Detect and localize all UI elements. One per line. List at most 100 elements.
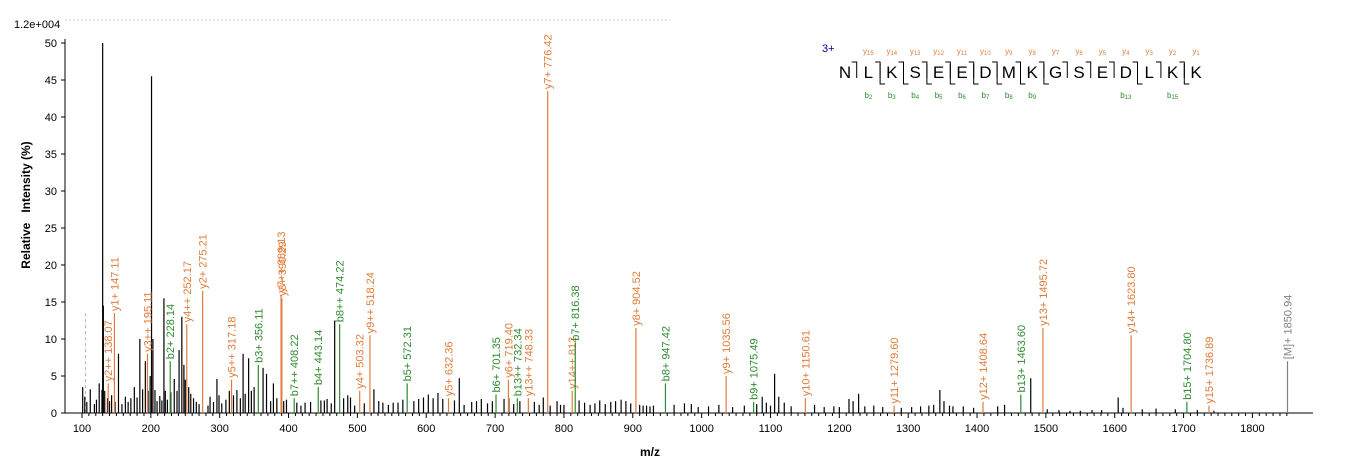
b-cleavage-bracket [1137,64,1143,85]
y-cleavage-bracket [898,61,904,78]
x-tick-label: 1600 [1102,423,1126,435]
peak-label: y8+ 904.52 [631,271,643,326]
y-cleavage-bracket [875,61,881,78]
b-cleavage-bracket [1020,64,1026,85]
y-tick-label: 5 [51,371,57,383]
sequence-residue: L [864,63,873,82]
y-ion-marker: y3 [1146,47,1154,57]
y-ion-marker: y4 [1122,47,1130,57]
b-cleavage-bracket [1043,64,1049,85]
y-cleavage-bracket [1015,61,1021,78]
peak-label: b15+ 1704.80 [1182,332,1194,400]
y-cleavage-bracket [1155,61,1162,78]
sequence-residue: S [1073,63,1084,82]
sequence-residue: N [839,63,851,82]
peak-label: b7+ 816.38 [570,285,582,340]
peak-label: y13+ 1495.72 [1038,259,1050,326]
x-tick-label: 700 [486,423,504,435]
x-tick-label: 800 [555,423,573,435]
peak-label: b2+ 228.14 [165,304,177,359]
y-cleavage-bracket [1038,61,1045,78]
peak-label: b9+ 1075.49 [749,338,761,399]
x-tick-label: 100 [73,423,91,435]
y-ion-marker: y15 [863,47,874,57]
sequence-residue: G [1049,63,1062,82]
peak-label: y9++ 518.24 [365,272,377,333]
peak-label: [M]+ 1850.94 [1283,295,1295,360]
b-cleavage-bracket [973,64,979,85]
peak-label: b13++ 732.34 [512,328,524,396]
x-tick-label: 400 [279,423,297,435]
y-tick-label: 15 [45,297,57,309]
sequence-residue: E [933,63,944,82]
x-tick-label: 1100 [759,423,783,435]
peak-label: y9+ 1035.56 [721,313,733,374]
b-cleavage-bracket [1183,64,1190,85]
b-ion-marker: b4 [911,91,919,101]
y-tick-label: 45 [45,75,57,87]
peak-label: b8+ 947.42 [660,326,672,381]
peak-label: y3+ 390.29 [277,242,289,297]
sequence-residue: L [1144,63,1153,82]
peak-label: y5++ 317.18 [227,317,239,378]
peak-label: y10+ 1150.61 [800,330,812,396]
y-cleavage-bracket [968,61,975,78]
peak-label: y15+ 1736.89 [1204,337,1216,404]
sequence-residue: K [1027,63,1039,82]
b-ion-marker: b3 [888,91,896,101]
x-tick-label: 1200 [827,423,851,435]
peak-label: b13+ 1463.60 [1016,325,1028,393]
y-ion-marker: y9 [1005,47,1013,57]
peak-label: y3++ 195.11 [142,291,154,351]
x-tick-label: 1700 [1171,423,1195,435]
peak-label: y1+ 147.11 [109,257,121,311]
x-tick-label: 1500 [1034,423,1058,435]
y-tick-label: 35 [45,149,57,161]
b-cleavage-bracket [879,64,886,85]
b-cleavage-bracket [996,64,1003,85]
charge-state-label: 3+ [822,43,835,55]
y-ion-marker: y6 [1075,47,1083,57]
y-ion-marker: y8 [1029,47,1037,57]
y-cleavage-bracket [1179,61,1185,78]
sequence-residue: D [979,63,991,82]
y-tick-label: 30 [45,186,57,198]
peak-label: y13++ 748.33 [523,329,535,396]
peak-label: b8++ 474.22 [335,260,347,322]
sequence-residue: S [910,63,921,82]
peak-label: y2++ 138.07 [103,320,115,381]
y-tick-label: 40 [45,112,57,124]
sequence-residue: E [956,63,967,82]
b-ion-marker: b13 [1120,91,1132,101]
y-ion-marker: y5 [1099,47,1107,57]
peak-label: y14++ 812 [567,337,579,389]
y-tick-label: 50 [45,38,57,50]
b-ion-marker: b7 [982,91,990,101]
peak-label: y6+ 719.40 [503,323,515,378]
peak-label: b5+ 572.31 [402,326,414,381]
y-cleavage-bracket [945,61,951,78]
peak-label: b3+ 356.11 [253,308,265,363]
background-peaks [82,43,1215,413]
x-tick-label: 1300 [896,423,920,435]
y-tick-label: 20 [45,260,57,272]
peak-label: b7++ 408.22 [289,334,301,396]
b-ion-marker: b6 [958,91,966,101]
b-ion-marker: b8 [1005,91,1013,101]
sequence-residue: K [1190,63,1202,82]
y-tick-label: 0 [51,408,57,420]
sequence-residue: M [1002,63,1016,82]
y-ion-marker: y2 [1169,47,1177,57]
b-ion-marker: b5 [935,91,943,101]
peak-label: y7++ 389.13 [276,231,288,292]
x-tick-label: 600 [417,423,435,435]
dashed-reference-lines [65,19,670,413]
y-ion-marker: y11 [957,47,968,57]
sequence-residue: E [1097,63,1108,82]
sequence-residue: K [1167,63,1179,82]
peak-label: b4+ 443.14 [313,330,325,385]
y-tick-label: 10 [45,334,57,346]
y-ion-marker: y12 [933,47,944,57]
